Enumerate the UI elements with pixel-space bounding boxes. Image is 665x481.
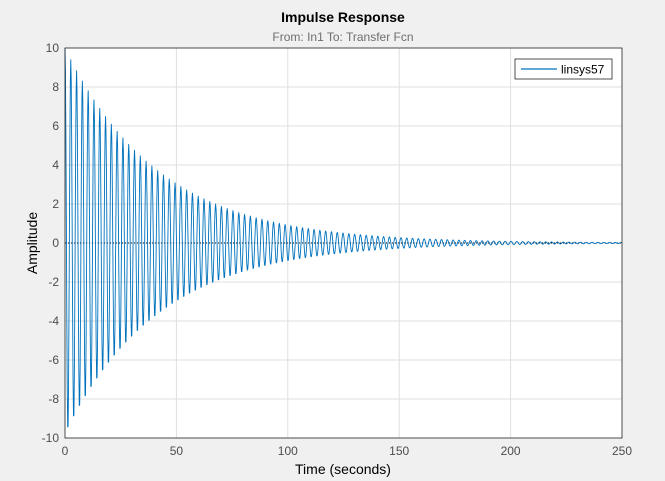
plot-area[interactable]	[64, 47, 623, 439]
series-line-linsys57	[64, 47, 623, 428]
y-tick-label: 4	[52, 158, 59, 172]
legend-box	[514, 58, 613, 80]
axes-frame	[64, 47, 623, 439]
chart-title: Impulse Response	[281, 9, 405, 25]
x-tick-label: 50	[170, 444, 184, 458]
y-tick-label: 6	[52, 119, 59, 133]
x-tick-label: 0	[62, 444, 69, 458]
x-tick-label: 250	[612, 444, 632, 458]
chart-subtitle: From: In1 To: Transfer Fcn	[272, 30, 413, 44]
y-tick-label: 10	[46, 41, 60, 55]
x-tick-label: 200	[501, 444, 521, 458]
y-tick-labels: -10 -8 -6 -4 -2 0 2 4 6 8 10	[42, 41, 60, 445]
x-axis-label: Time (seconds)	[295, 461, 391, 477]
legend[interactable]: linsys57	[514, 58, 613, 80]
y-tick-label: -10	[42, 431, 60, 445]
legend-entry-label: linsys57	[561, 63, 605, 77]
y-axis-label: Amplitude	[24, 212, 40, 274]
y-tick-label: 0	[52, 236, 59, 250]
y-tick-label: -6	[48, 353, 59, 367]
y-tick-label: -8	[48, 392, 59, 406]
x-tick-label: 150	[389, 444, 409, 458]
y-tick-label: -2	[48, 275, 59, 289]
y-tick-label: 2	[52, 197, 59, 211]
series-layer	[64, 47, 623, 428]
x-tick-label: 100	[278, 444, 298, 458]
y-tick-label: -4	[48, 314, 59, 328]
y-tick-label: 8	[52, 80, 59, 94]
x-tick-labels: 0 50 100 150 200 250	[62, 444, 633, 458]
